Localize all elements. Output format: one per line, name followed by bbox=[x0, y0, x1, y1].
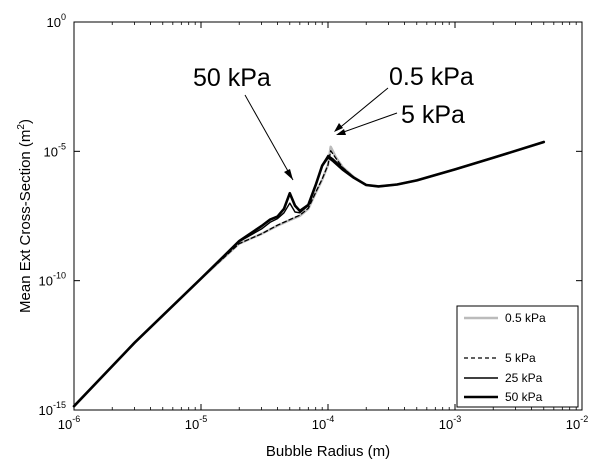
y-tick-exponent: -15 bbox=[53, 400, 66, 410]
x-axis-label: Bubble Radius (m) bbox=[266, 443, 390, 460]
y-tick-exponent: -5 bbox=[58, 141, 66, 151]
x-tick-label: 10-5 bbox=[185, 414, 207, 432]
legend-box bbox=[456, 305, 579, 408]
x-tick-exponent: -4 bbox=[326, 414, 334, 424]
x-tick-label: 10-4 bbox=[312, 414, 334, 432]
legend-label-0.5kpa: 0.5 kPa bbox=[505, 311, 546, 325]
x-tick-label: 10-6 bbox=[58, 414, 80, 432]
annotation-5kpa-arrow bbox=[337, 112, 398, 135]
x-tick-exponent: -5 bbox=[199, 414, 207, 424]
y-tick-exponent: -10 bbox=[53, 271, 66, 281]
x-tick-exponent: -3 bbox=[453, 414, 461, 424]
annotation-5kpa: 5 kPa bbox=[401, 101, 465, 129]
y-tick-label: 100 bbox=[47, 12, 66, 30]
series-lines bbox=[72, 140, 546, 408]
annotation-50kpa-arrowhead bbox=[284, 169, 293, 180]
series-line-50kpa bbox=[72, 140, 546, 408]
y-axis-label-text: Mean Ext Cross-Section (m bbox=[17, 130, 34, 313]
y-axis-label-superscript: 2 bbox=[16, 124, 27, 130]
annotation-50kpa-arrow bbox=[244, 94, 294, 181]
legend: 0.5 kPa 5 kPa 25 kPa 50 kPa bbox=[456, 305, 579, 408]
annotation-50kpa: 50 kPa bbox=[193, 64, 271, 92]
legend-label-25kpa: 25 kPa bbox=[505, 371, 543, 385]
y-tick-label: 10-15 bbox=[39, 400, 66, 418]
y-tick-label: 10-10 bbox=[39, 271, 66, 289]
x-tick-label: 10-2 bbox=[566, 414, 588, 432]
y-axis-label: Mean Ext Cross-Section (m2) bbox=[16, 119, 34, 313]
y-tick-labels: 100 10-5 10-10 10-15 bbox=[39, 12, 66, 418]
annotation-0.5kpa-arrowhead bbox=[334, 123, 343, 132]
x-tick-label: 10-3 bbox=[439, 414, 461, 432]
annotation-5kpa-arrowhead bbox=[336, 129, 346, 135]
y-axis-label-close: ) bbox=[17, 119, 34, 124]
annotation-0.5kpa-arrow bbox=[336, 87, 389, 131]
x-tick-exponent: -6 bbox=[72, 414, 80, 424]
x-tick-exponent: -2 bbox=[580, 414, 588, 424]
annotation-0.5kpa: 0.5 kPa bbox=[389, 63, 474, 91]
y-tick-exponent: 0 bbox=[61, 12, 66, 22]
x-tick-labels: 10-6 10-5 10-4 10-3 10-2 bbox=[58, 414, 588, 432]
annotations: 50 kPa 0.5 kPa 5 kPa bbox=[193, 63, 474, 181]
y-tick-label: 10-5 bbox=[44, 141, 66, 159]
legend-label-5kpa: 5 kPa bbox=[505, 351, 536, 365]
legend-label-50kpa: 50 kPa bbox=[505, 390, 543, 404]
